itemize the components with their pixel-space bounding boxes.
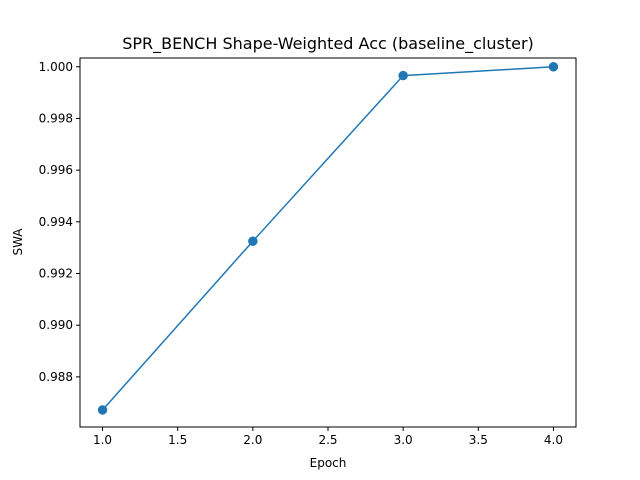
data-point [548, 62, 559, 72]
y-tick-label: 0.998 [39, 111, 73, 125]
series-layer [97, 62, 559, 415]
x-tick-label: 1.0 [93, 433, 112, 447]
y-tick-label: 0.996 [39, 163, 73, 177]
axes-background [80, 58, 576, 427]
x-tick-label: 2.5 [318, 433, 337, 447]
x-tick-label: 4.0 [544, 433, 563, 447]
chart-title: SPR_BENCH Shape-Weighted Acc (baseline_c… [122, 34, 534, 54]
x-tick-label: 1.5 [168, 433, 187, 447]
y-axis-label: SWA [11, 228, 25, 256]
x-tick-label: 3.0 [394, 433, 413, 447]
y-axis-ticks: 0.988 0.990 0.992 0.994 0.996 0.998 1.000 [39, 60, 80, 384]
data-point [248, 236, 258, 246]
x-axis-label: Epoch [310, 456, 347, 470]
data-point [398, 70, 408, 81]
y-tick-label: 0.992 [39, 267, 73, 281]
series-line [101, 66, 554, 411]
axes-border [79, 57, 577, 428]
x-tick-label: 2.0 [243, 433, 262, 447]
y-tick-label: 1.000 [39, 60, 73, 74]
y-tick-label: 0.990 [39, 318, 73, 332]
data-point [97, 405, 108, 415]
y-tick-label: 0.994 [39, 215, 73, 229]
x-axis-ticks: 1.0 1.5 2.0 2.5 3.0 3.5 4.0 [93, 427, 563, 447]
y-tick-label: 0.988 [39, 370, 73, 384]
x-tick-label: 3.5 [469, 433, 488, 447]
axes-frame [79, 57, 577, 428]
plot-area [80, 58, 576, 427]
